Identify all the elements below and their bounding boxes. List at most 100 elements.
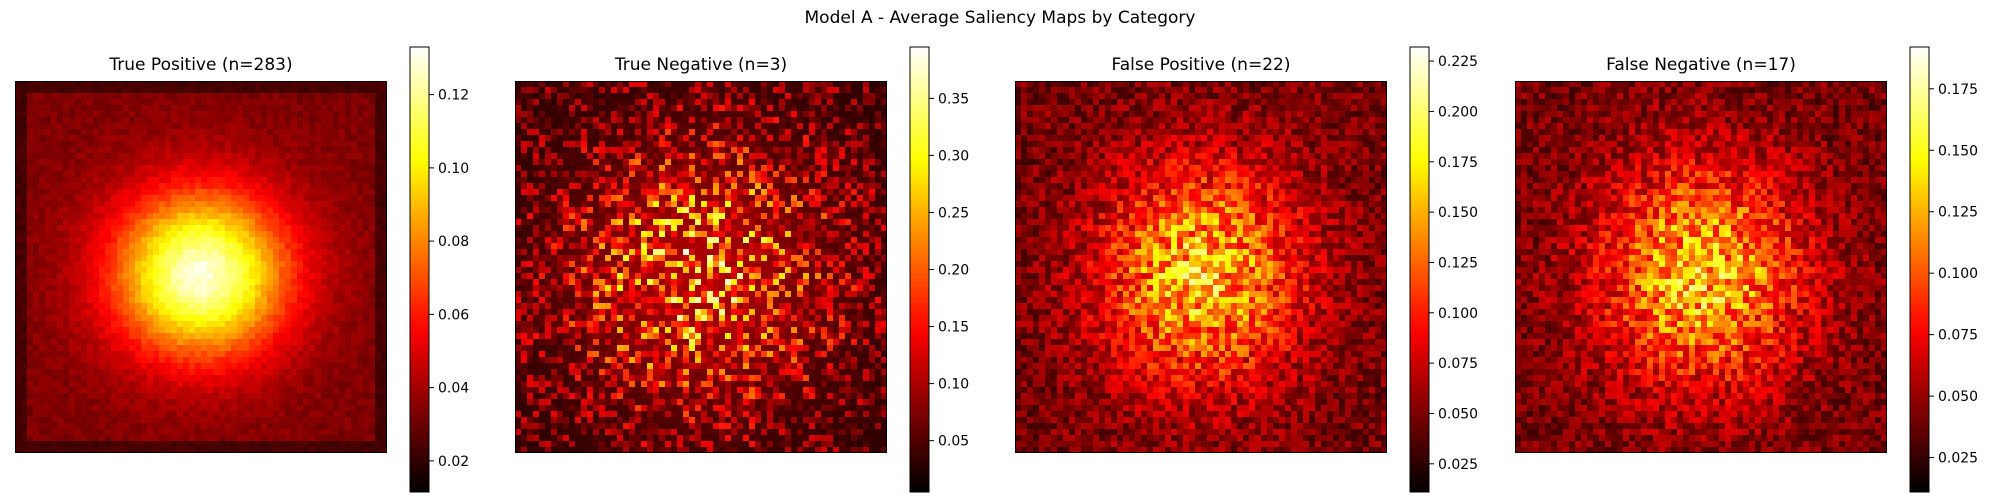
heatmap-cell: [87, 447, 94, 453]
heatmap-cell: [57, 141, 64, 148]
heatmap-cell: [291, 399, 298, 406]
heatmap-cell: [219, 381, 226, 388]
heatmap-cell: [177, 207, 184, 214]
heatmap-cell: [207, 315, 214, 322]
heatmap-cell: [875, 147, 882, 154]
heatmap-cell: [351, 273, 358, 280]
heatmap-cell: [345, 99, 352, 106]
heatmap-cell: [135, 255, 142, 262]
heatmap-cell: [629, 153, 636, 160]
heatmap-cell: [111, 363, 118, 370]
heatmap-cell: [291, 321, 298, 328]
heatmap-cell: [285, 303, 292, 310]
heatmap-cell: [159, 285, 166, 292]
heatmap-cell: [309, 399, 316, 406]
heatmap-cell: [827, 147, 834, 154]
heatmap-cell: [285, 183, 292, 190]
heatmap-cell: [45, 207, 52, 214]
heatmap-cell: [773, 135, 780, 142]
heatmap-cell: [201, 345, 208, 352]
heatmap-cell: [135, 195, 142, 202]
heatmap-cell: [57, 447, 64, 453]
heatmap-cell: [725, 147, 732, 154]
heatmap-cell: [255, 123, 262, 130]
heatmap-cell: [321, 219, 328, 226]
heatmap-cell: [231, 291, 238, 298]
heatmap-cell: [611, 117, 618, 124]
heatmap-cell: [105, 87, 112, 94]
heatmap-cell: [177, 303, 184, 310]
heatmap-cell: [51, 333, 58, 340]
heatmap-cell: [21, 423, 28, 430]
heatmap-cell: [351, 129, 358, 136]
heatmap-cell: [545, 81, 552, 88]
heatmap-cell: [671, 177, 678, 184]
heatmap-cell: [81, 315, 88, 322]
heatmap-cell: [219, 327, 226, 334]
heatmap-cell: [291, 291, 298, 298]
heatmap-cell: [333, 129, 340, 136]
heatmap-cell: [599, 87, 606, 94]
heatmap-cell: [153, 423, 160, 430]
heatmap-cell: [381, 285, 387, 292]
heatmap-cell: [321, 159, 328, 166]
heatmap-cell: [339, 249, 346, 256]
heatmap-cell: [81, 303, 88, 310]
heatmap-cell: [767, 87, 774, 94]
heatmap-cell: [183, 279, 190, 286]
heatmap-cell: [297, 447, 304, 453]
heatmap-cell: [213, 255, 220, 262]
heatmap-cell: [369, 255, 376, 262]
heatmap-cell: [33, 273, 40, 280]
heatmap-cell: [219, 171, 226, 178]
heatmap-cell: [141, 399, 148, 406]
heatmap-cell: [285, 249, 292, 256]
heatmap-cell: [87, 81, 94, 88]
heatmap-cell: [297, 135, 304, 142]
heatmap-cell: [51, 249, 58, 256]
heatmap-cell: [57, 291, 64, 298]
heatmap-cell: [231, 399, 238, 406]
heatmap-cell: [201, 375, 208, 382]
heatmap-cell: [117, 117, 124, 124]
heatmap-cell: [153, 387, 160, 394]
heatmap-cell: [267, 255, 274, 262]
heatmap-cell: [57, 171, 64, 178]
heatmap-cell: [551, 105, 558, 112]
heatmap-cell: [141, 441, 148, 448]
heatmap-cell: [255, 417, 262, 424]
heatmap-cell: [237, 447, 244, 453]
heatmap-cell: [647, 81, 654, 88]
heatmap-cell: [15, 393, 22, 400]
heatmap-cell: [737, 81, 744, 88]
heatmap-cell: [231, 99, 238, 106]
heatmap-cell: [363, 345, 370, 352]
heatmap-cell: [159, 81, 166, 88]
heatmap-cell: [363, 381, 370, 388]
heatmap-cell: [321, 291, 328, 298]
heatmap-cell: [63, 345, 70, 352]
heatmap-cell: [261, 393, 268, 400]
heatmap-cell: [785, 129, 792, 136]
heatmap-cell: [27, 207, 34, 214]
heatmap-cell: [653, 129, 660, 136]
heatmap-cell: [87, 213, 94, 220]
heatmap-cell: [285, 201, 292, 208]
heatmap-cell: [605, 183, 612, 190]
heatmap-cell: [779, 99, 786, 106]
heatmap-cell: [213, 285, 220, 292]
heatmap-cell: [159, 375, 166, 382]
heatmap-cell: [201, 411, 208, 418]
heatmap-cell: [671, 81, 678, 88]
heatmap-cell: [255, 321, 262, 328]
heatmap-cell: [737, 153, 744, 160]
heatmap-cell: [177, 165, 184, 172]
heatmap-cell: [57, 435, 64, 442]
heatmap-cell: [315, 369, 322, 376]
heatmap-cell: [21, 189, 28, 196]
heatmap-cell: [231, 129, 238, 136]
heatmap-cell: [195, 189, 202, 196]
heatmap-cell: [243, 213, 250, 220]
heatmap-cell: [381, 123, 387, 130]
heatmap-cell: [351, 381, 358, 388]
